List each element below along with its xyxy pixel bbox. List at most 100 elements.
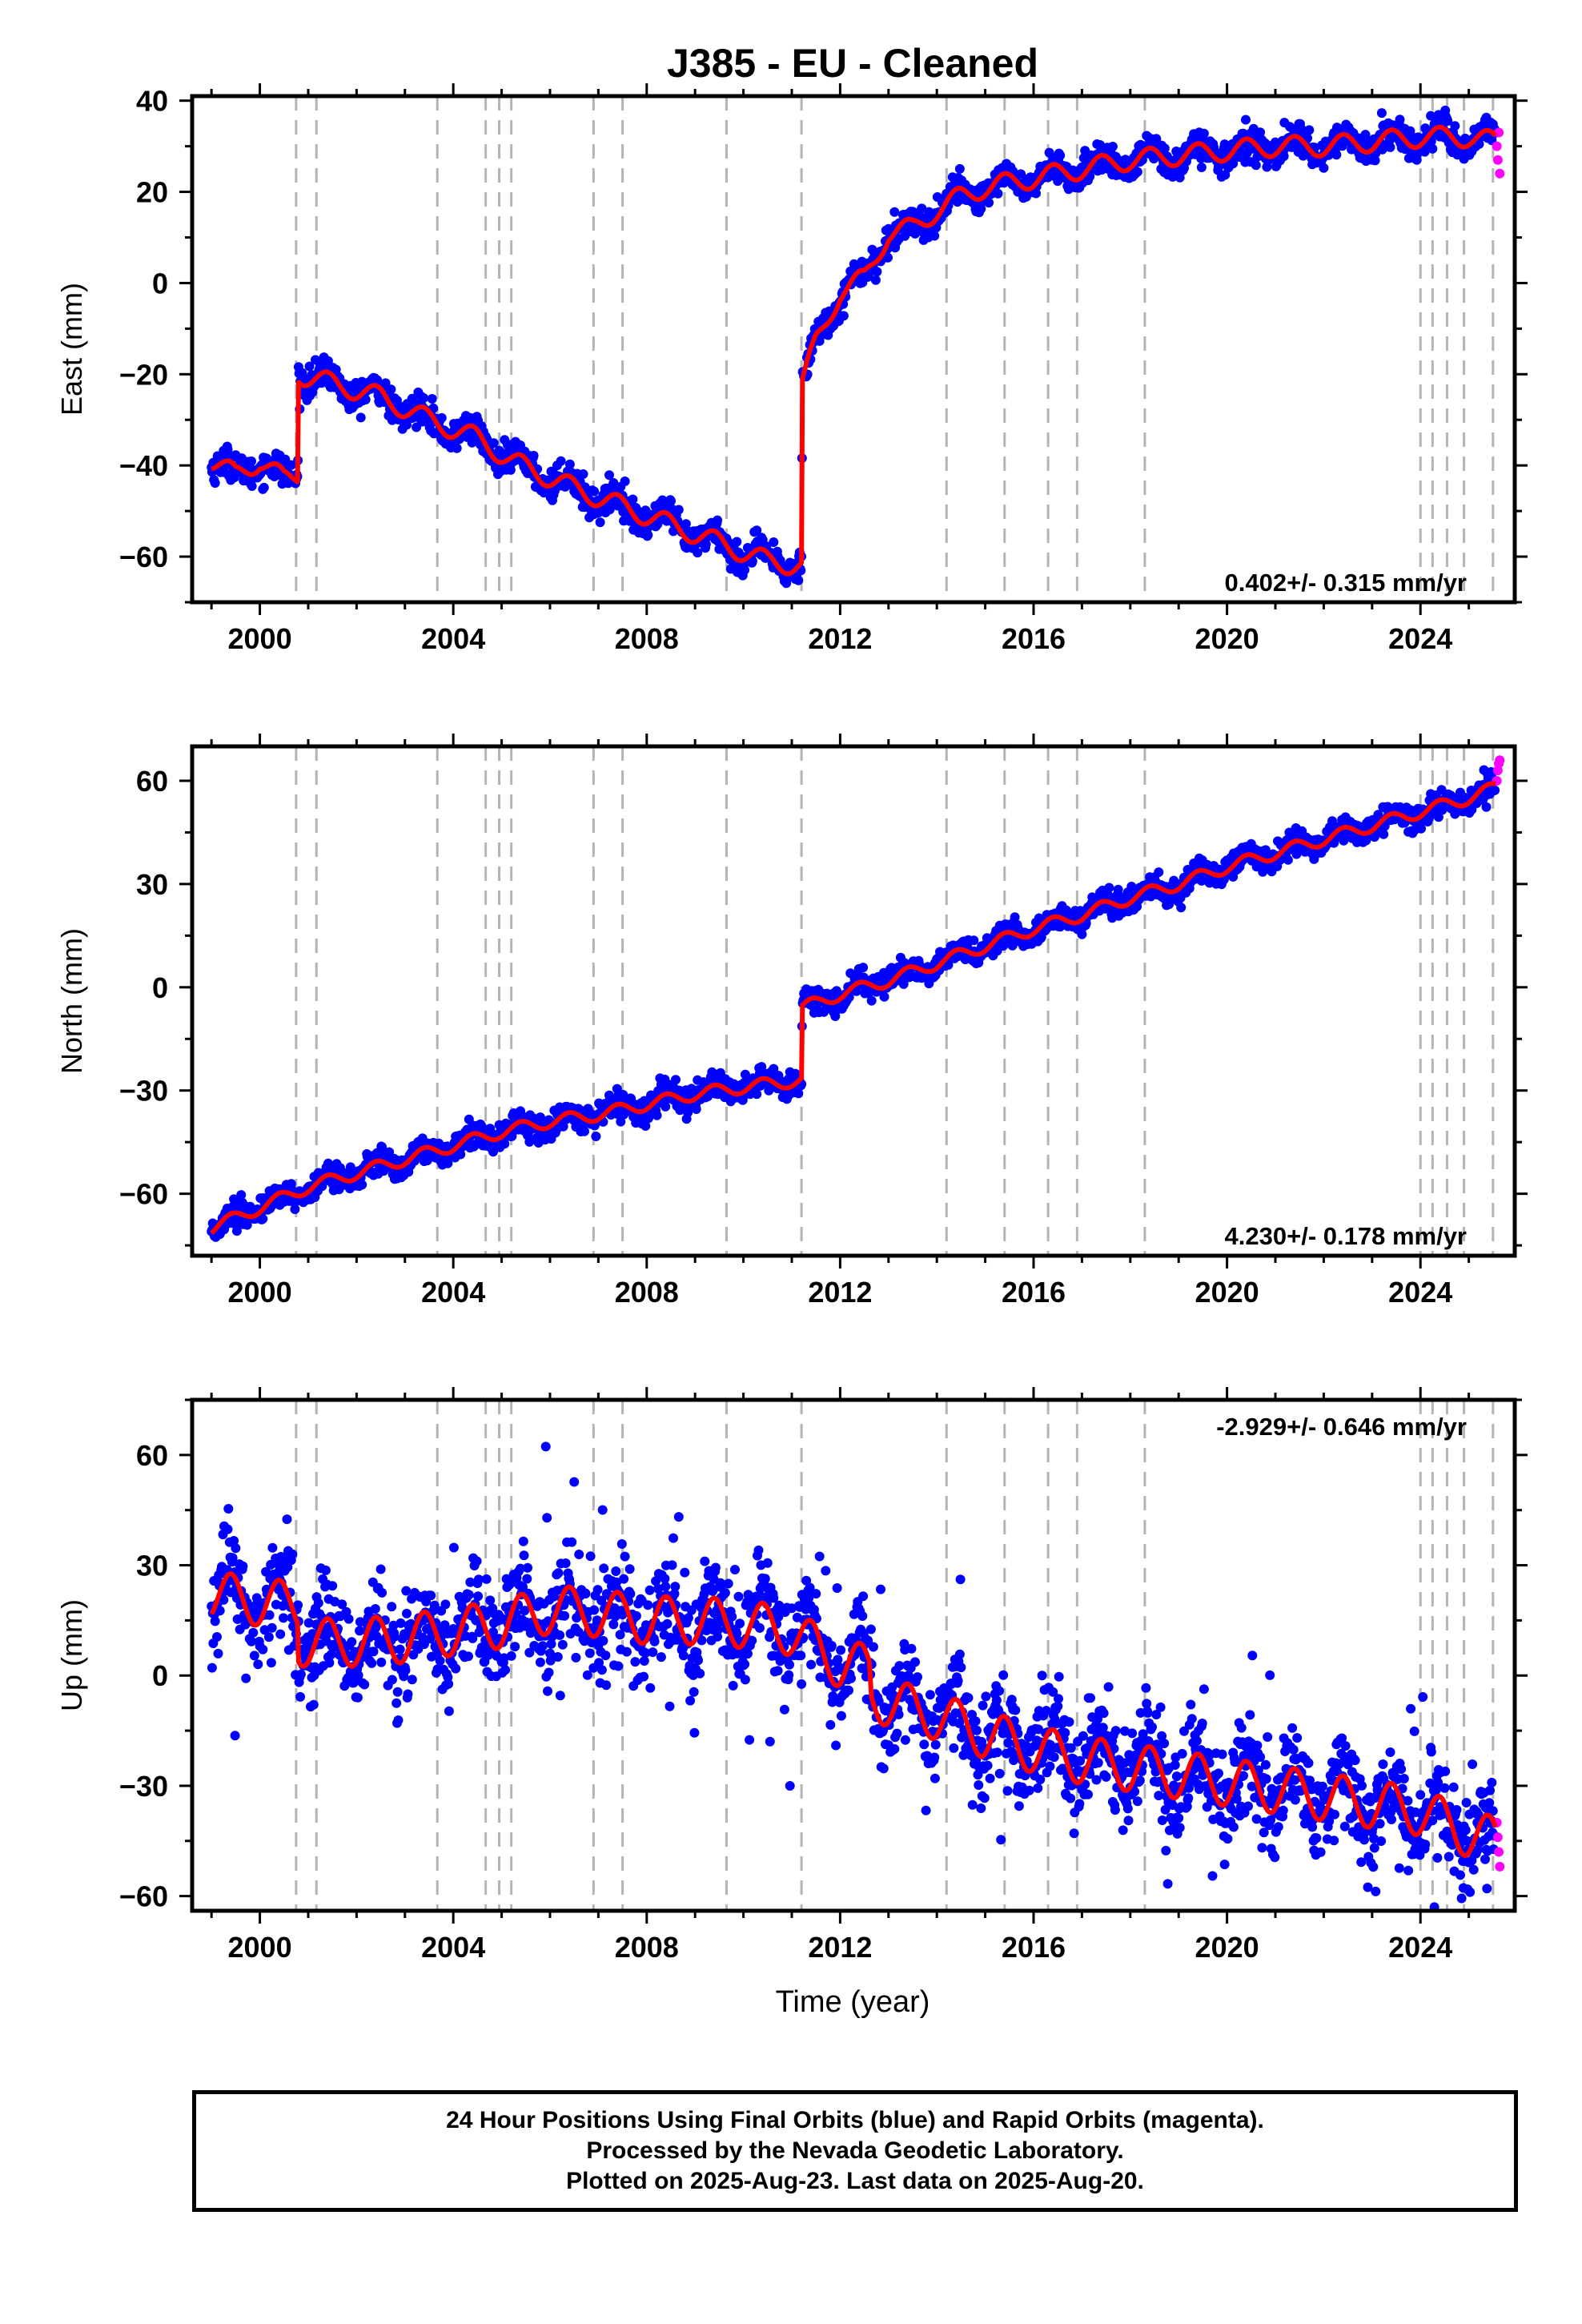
x-tick-label-0: 2000 [228,622,292,655]
data-point-125 [282,1514,292,1525]
data-point-1092 [866,995,877,1006]
data-point-325 [403,1689,413,1699]
data-point-1781 [1283,854,1293,865]
data-point-77 [253,1659,263,1670]
y-tick-label-3: 0 [152,267,168,300]
data-point-441 [473,1591,484,1602]
data-point-439 [472,1556,482,1566]
data-point-87 [259,482,269,493]
data-point-1774 [1279,151,1289,162]
data-point-1078 [858,963,869,973]
data-point-351 [419,393,429,403]
x-tick-label-6: 2024 [1388,622,1452,655]
x-tick-label-5: 2020 [1195,622,1259,655]
data-point-1966 [1395,115,1405,125]
data-point-406 [452,443,462,453]
data-point-1950 [1385,142,1395,152]
data-point-242 [352,1692,363,1703]
data-point-200 [327,1581,338,1591]
y-axis-label-east: East (mm) [55,283,88,416]
data-point-281 [376,1657,387,1667]
data-point-378 [435,1655,445,1666]
data-point-802 [691,1104,701,1114]
data-point-232 [347,1637,357,1647]
data-point-615 [578,469,588,479]
data-point-1046 [838,311,849,321]
data-point-455 [481,1574,492,1584]
data-point-2001 [1416,823,1426,834]
data-point-533 [528,451,539,460]
final-orbit-points [207,105,1500,589]
data-point-321 [400,1665,411,1675]
data-point-393 [444,1706,454,1716]
panels: 2000 2004 2008 2012 2016 2020 2024−60−40−20020… [55,83,1528,1964]
data-point-299 [387,1675,397,1685]
data-point-169 [308,1699,319,1710]
y-tick-label-2: −20 [119,358,168,391]
data-point-2109 [1481,802,1492,812]
plot-frame [190,94,1517,605]
data-point-28 [223,1504,234,1514]
y-tick-label-5: 40 [136,85,168,118]
data-point-1491 [1107,142,1118,151]
data-point-306 [391,1698,402,1708]
y-tick-label-3: 30 [136,868,168,901]
chart-title: J385 - EU - Cleaned [667,41,1038,86]
x-tick-label-3: 2012 [808,622,872,655]
data-point-309 [393,1715,404,1725]
y-tick-label-0: −60 [119,1178,168,1211]
data-point-322 [401,1586,412,1596]
data-point-365 [427,394,437,404]
rapid-point-1 [1492,155,1503,165]
data-point-1567 [1154,867,1164,878]
data-point-1196 [930,231,940,241]
data-point-138 [290,1204,300,1214]
data-point-1861 [1331,150,1342,160]
data-point-27 [223,1524,233,1534]
data-point-387 [440,1599,451,1610]
data-point-227 [343,1614,354,1624]
data-point-71 [249,1651,259,1661]
data-point-1604 [1176,903,1186,913]
data-point-40 [231,1543,241,1554]
data-point-282 [377,1587,387,1598]
data-point-401 [448,1542,459,1553]
data-point-100 [267,1622,277,1633]
data-point-869 [732,537,742,547]
data-point-643 [595,517,605,528]
panel-north: 2000 2004 2008 2012 2016 2020 2024−60−3003060N… [55,734,1528,1309]
data-point-392 [444,1679,454,1689]
data-point-722 [643,530,653,541]
data-point-1939 [1379,829,1389,839]
data-point-11 [213,1648,223,1659]
data-point-268 [368,1647,379,1657]
rate-label-east: 0.402+/- 0.315 mm/yr [1225,569,1467,597]
data-point-1728 [1251,160,1261,171]
x-tick-label-5: 2020 [1195,1276,1259,1309]
data-point-737 [652,1110,662,1120]
data-point-308 [392,1687,403,1697]
data-point-773 [673,505,684,515]
data-point-148 [295,1669,306,1679]
data-point-271 [370,1604,380,1614]
data-point-1840 [1319,163,1329,173]
data-point-2057 [1450,121,1460,131]
rapid-point-3 [1495,168,1505,179]
data-point-52 [238,1561,248,1571]
data-point-684 [620,476,630,486]
data-point-332 [407,1675,417,1685]
data-point-1101 [872,267,882,277]
model-line [209,124,1498,577]
data-point-147 [295,1691,306,1702]
data-point-697 [628,494,638,505]
data-point-617 [580,1126,589,1136]
data-point-1638 [1196,163,1207,172]
data-point-297 [386,384,396,395]
data-point-1711 [1241,115,1251,125]
data-point-1532 [1132,167,1142,177]
data-point-114 [275,1629,286,1639]
data-point-636 [591,1132,601,1141]
data-point-247 [355,412,366,423]
data-point-66 [247,456,256,466]
data-point-426 [464,1590,474,1600]
